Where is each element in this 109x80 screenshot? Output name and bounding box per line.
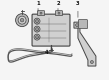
Circle shape	[58, 12, 60, 14]
Text: 1: 1	[36, 1, 40, 11]
Text: 3: 3	[76, 1, 80, 17]
Circle shape	[40, 12, 42, 14]
Circle shape	[34, 18, 40, 24]
Text: 4: 4	[45, 49, 49, 55]
Text: 2: 2	[56, 1, 60, 11]
Circle shape	[20, 18, 24, 22]
Circle shape	[18, 16, 26, 24]
Circle shape	[36, 36, 39, 39]
Circle shape	[75, 24, 78, 27]
Circle shape	[34, 26, 40, 32]
FancyBboxPatch shape	[78, 20, 87, 29]
FancyBboxPatch shape	[32, 14, 70, 46]
Circle shape	[36, 28, 39, 31]
FancyBboxPatch shape	[55, 11, 62, 16]
Circle shape	[16, 14, 29, 27]
Circle shape	[90, 61, 93, 64]
FancyBboxPatch shape	[37, 11, 44, 16]
Circle shape	[36, 20, 39, 23]
Polygon shape	[74, 22, 96, 66]
Circle shape	[34, 34, 40, 40]
